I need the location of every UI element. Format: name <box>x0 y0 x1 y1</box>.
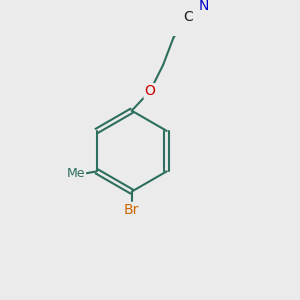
Text: O: O <box>145 84 155 98</box>
Text: Br: Br <box>124 203 140 217</box>
Text: C: C <box>183 10 193 24</box>
Text: N: N <box>198 0 209 13</box>
Text: Me: Me <box>67 167 85 181</box>
